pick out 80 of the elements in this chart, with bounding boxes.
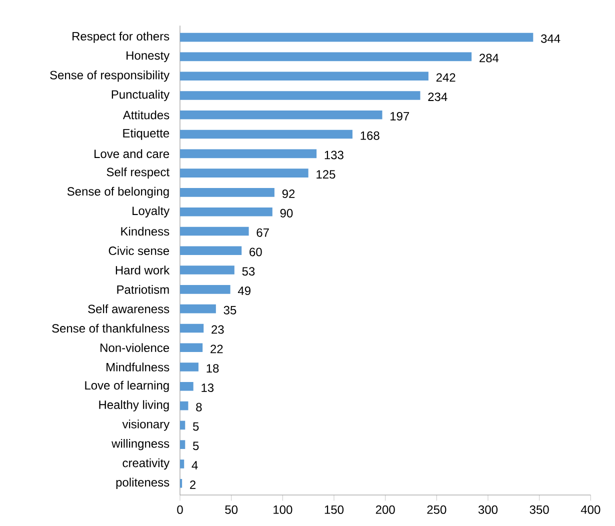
bar: [180, 246, 242, 256]
bar: [180, 362, 198, 372]
data-label: 53: [242, 267, 255, 276]
data-label: 344: [541, 34, 560, 43]
y-tick-label: Healthy living: [99, 400, 169, 412]
data-label: 197: [390, 112, 410, 120]
bar: [180, 226, 249, 236]
data-label: 22: [210, 344, 223, 354]
bar: [180, 401, 188, 410]
x-tick-label: 100: [274, 505, 292, 514]
data-label: 242: [436, 73, 456, 82]
y-tick-label: Love of learning: [85, 380, 169, 392]
bar: [180, 420, 186, 430]
y-tick-label: Love and care: [94, 149, 170, 158]
bar: [180, 440, 186, 449]
bar: [180, 266, 234, 274]
data-label: 5: [192, 442, 199, 450]
y-tick-label: Self awareness: [88, 304, 170, 314]
data-label: 4: [192, 461, 198, 470]
y-tick-label: Loyalty: [132, 206, 170, 218]
bar: [180, 52, 472, 62]
x-tick-label: 350: [530, 505, 549, 514]
x-tick-label: 200: [376, 505, 395, 514]
bar: [180, 207, 272, 216]
data-label: 133: [324, 150, 344, 160]
y-tick-label: creativity: [122, 458, 170, 470]
bar: [180, 382, 194, 391]
data-label: 18: [206, 364, 219, 373]
x-tick-label: 50: [225, 505, 238, 514]
x-tick-label: 250: [427, 505, 446, 514]
y-tick-label: Mindfulness: [106, 362, 170, 372]
data-label: 5: [192, 422, 199, 431]
bar: [180, 91, 420, 100]
data-label: 60: [250, 248, 262, 256]
y-tick-label: Honesty: [126, 51, 170, 62]
y-tick-label: Punctuality: [112, 90, 170, 102]
bar: [180, 188, 274, 197]
data-label: 67: [256, 228, 269, 237]
y-tick-label: willingness: [112, 438, 170, 450]
y-tick-label: Non-violence: [100, 343, 170, 352]
data-label: 23: [212, 325, 224, 334]
x-tick-label: 300: [478, 505, 498, 514]
bar: [180, 285, 230, 294]
y-tick-label: Etiquette: [123, 128, 170, 140]
data-label: 90: [280, 208, 293, 218]
y-tick-label: Respect for others: [72, 32, 170, 43]
y-tick-label: Patriotism: [117, 285, 169, 294]
x-tick-label: 0: [177, 505, 183, 514]
bar: [180, 110, 382, 120]
data-label: 49: [238, 286, 250, 296]
data-label: 35: [224, 306, 236, 314]
bar: [180, 130, 352, 139]
data-label: 13: [202, 383, 214, 392]
data-label: 2: [190, 480, 196, 489]
y-tick-label: Civic sense: [108, 246, 170, 256]
y-tick-label: Sense of thankfulness: [52, 324, 170, 333]
data-label: 8: [196, 402, 202, 412]
bar: [180, 72, 428, 80]
data-label: 92: [282, 190, 295, 198]
bar: [180, 304, 216, 314]
y-tick-label: Kindness: [121, 226, 170, 236]
bar: [180, 168, 308, 178]
bar: [180, 460, 184, 468]
bar: [180, 343, 203, 352]
x-tick-label: 400: [580, 505, 600, 514]
y-tick-label: visionary: [122, 420, 170, 431]
y-tick-label: Self respect: [106, 167, 170, 179]
y-tick-label: Sense of responsibility: [50, 70, 170, 82]
y-tick-label: Sense of belonging: [67, 186, 169, 198]
y-tick-label: politeness: [116, 478, 170, 489]
x-tick-label: 150: [324, 505, 344, 514]
data-label: 125: [316, 170, 336, 179]
bar: [180, 324, 204, 333]
y-tick-label: Attitudes: [122, 110, 170, 120]
data-label: 234: [428, 92, 448, 102]
bar: [180, 32, 534, 42]
data-label: 168: [360, 131, 380, 140]
y-tick-label: Hard work: [116, 266, 170, 274]
bar: [180, 149, 317, 158]
data-label: 284: [480, 54, 499, 62]
